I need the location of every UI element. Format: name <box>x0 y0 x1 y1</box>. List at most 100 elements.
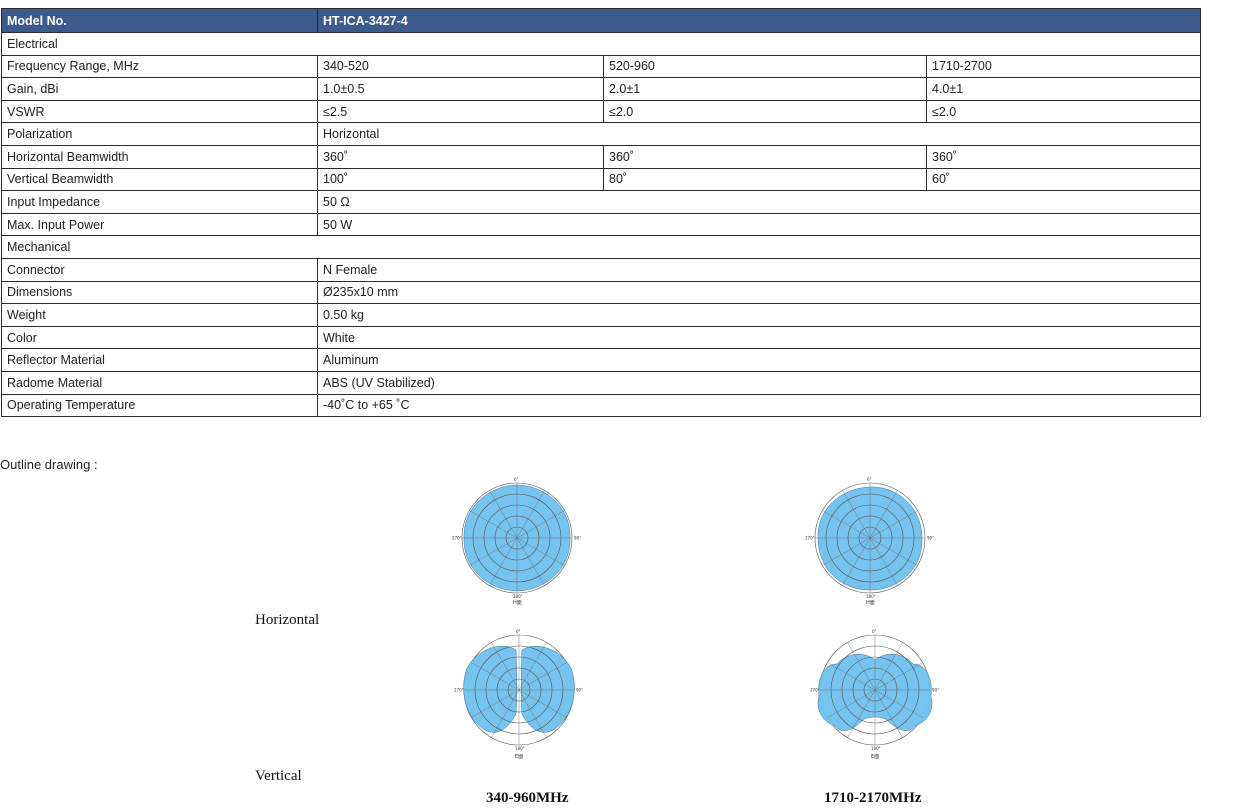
polar-tick-top: 0° <box>872 629 877 634</box>
horizontal-label: Horizontal <box>255 612 320 628</box>
polar-tick-left: 270° <box>810 688 820 693</box>
row-value: -40˚C to +65 ˚C <box>316 393 1202 418</box>
polar-tick-right: 90° <box>576 688 583 693</box>
polar-spoke <box>516 490 545 539</box>
outline-title: Outline drawing : <box>0 457 98 472</box>
polar-spoke <box>471 689 520 718</box>
polar-spoke <box>491 642 520 691</box>
polar-spoke <box>827 689 876 718</box>
table-row: Frequency Range, MHz 340-520 520-960 1710-2… <box>1 54 1202 79</box>
table-row: Reflector Material Aluminum <box>1 348 1202 372</box>
header-label: Model No. <box>1 8 318 33</box>
plot-caption: H面 <box>513 600 522 606</box>
polar-spoke <box>842 490 871 539</box>
polar-spoke <box>847 689 876 738</box>
table-row: Horizontal Beamwidth 360˚ 360˚ 360˚ <box>1 144 1202 169</box>
section-label: Electrical <box>0 32 1202 56</box>
row-label: Connector <box>1 257 318 282</box>
polar-spoke <box>489 490 518 539</box>
polar-tick-bottom: 180° <box>871 746 881 751</box>
polar-spoke <box>491 689 520 738</box>
polar-spoke <box>842 537 871 586</box>
polar-plot-vertical-low: 0° 90° 180° 270° E面 <box>454 629 583 760</box>
table-row: VSWR ≤2.5 ≤2.0 ≤2.0 <box>1 99 1202 124</box>
spec-table: Model No. HT-ICA-3427-4 Electrical Frequenc… <box>0 8 1202 418</box>
row-label: Max. Input Power <box>1 212 318 237</box>
polar-spoke <box>869 537 898 586</box>
row-value: 80˚ <box>603 167 927 192</box>
vertical-label: Vertical <box>255 768 302 784</box>
polar-spoke <box>516 510 565 539</box>
polar-spoke <box>827 662 876 691</box>
row-value: 360˚ <box>925 144 1202 169</box>
polar-spoke <box>469 537 518 566</box>
row-label: Weight <box>1 303 318 327</box>
row-label: VSWR <box>1 99 318 124</box>
polar-tick-bottom: 180° <box>515 746 525 751</box>
row-label: Horizontal Beamwidth <box>1 144 318 169</box>
row-value: 360˚ <box>317 144 604 169</box>
row-value: ABS (UV Stabilized) <box>316 370 1202 395</box>
row-label: Dimensions <box>1 280 318 305</box>
polar-tick-left: 270° <box>805 536 815 541</box>
table-row: Connector N Female <box>1 257 1202 282</box>
polar-tick-top: 0° <box>514 477 519 482</box>
row-label: Radome Material <box>1 370 318 395</box>
row-value: White <box>316 325 1202 350</box>
row-value: ≤2.0 <box>603 99 927 124</box>
polar-plot-horizontal-low: 0° 90° 180° 270° H面 <box>452 477 581 606</box>
polar-spoke <box>518 689 567 718</box>
row-value: 0.50 kg <box>316 303 1202 327</box>
polar-tick-right: 90° <box>927 536 934 541</box>
header-model: HT-ICA-3427-4 <box>316 8 1202 33</box>
row-label: Reflector Material <box>1 348 318 372</box>
row-value: 50 Ω <box>316 190 1202 214</box>
row-value: 360˚ <box>603 144 927 169</box>
row-value: 60˚ <box>925 167 1202 192</box>
plot-caption: H面 <box>866 600 875 606</box>
row-label: Input Impedance <box>1 190 318 214</box>
polar-spoke <box>874 662 923 691</box>
row-value: 340-520 <box>317 54 604 79</box>
polar-spoke <box>869 537 918 566</box>
row-label: Vertical Beamwidth <box>1 167 318 192</box>
polar-plot-vertical-high: 0° 90° 180° 270° E面 <box>810 629 939 760</box>
pattern-lobe-left <box>463 645 517 733</box>
section-row: Mechanical <box>0 235 1202 259</box>
table-header-row: Model No. HT-ICA-3427-4 <box>1 8 1202 33</box>
row-value: ≤2.0 <box>925 99 1202 124</box>
row-value: 2.0±1 <box>603 77 927 101</box>
polar-spoke <box>847 642 876 691</box>
row-value: 1710-2700 <box>925 54 1202 79</box>
row-value: 4.0±1 <box>925 77 1202 101</box>
polar-spoke <box>874 642 903 691</box>
plot-caption: E面 <box>515 754 523 760</box>
row-value: Aluminum <box>316 348 1202 372</box>
row-value: 100˚ <box>317 167 604 192</box>
polar-spoke <box>869 490 898 539</box>
polar-tick-right: 90° <box>932 688 939 693</box>
row-value: Ø235x10 mm <box>316 280 1202 305</box>
table-row: Weight 0.50 kg <box>1 303 1202 327</box>
polar-tick-top: 0° <box>867 477 872 482</box>
polar-spoke <box>518 642 547 691</box>
row-label: Polarization <box>1 122 318 146</box>
row-label: Operating Temperature <box>1 393 318 418</box>
polar-tick-bottom: 180° <box>513 594 523 599</box>
row-value: ≤2.5 <box>317 99 604 124</box>
polar-tick-right: 90° <box>574 536 581 541</box>
polar-spoke <box>516 537 545 586</box>
table-row: Radome Material ABS (UV Stabilized) <box>1 370 1202 395</box>
band-label-low: 340-960MHz <box>486 790 569 806</box>
polar-spoke <box>518 689 547 738</box>
row-value: Horizontal <box>316 122 1202 146</box>
polar-tick-bottom: 180° <box>866 594 876 599</box>
plot-caption: E面 <box>871 754 879 760</box>
polar-spoke <box>874 689 923 718</box>
row-label: Gain, dBi <box>1 77 318 101</box>
polar-spoke <box>469 510 518 539</box>
polar-spoke <box>874 689 903 738</box>
polar-spoke <box>518 662 567 691</box>
polar-spoke <box>822 537 871 566</box>
polar-tick-left: 270° <box>452 536 462 541</box>
